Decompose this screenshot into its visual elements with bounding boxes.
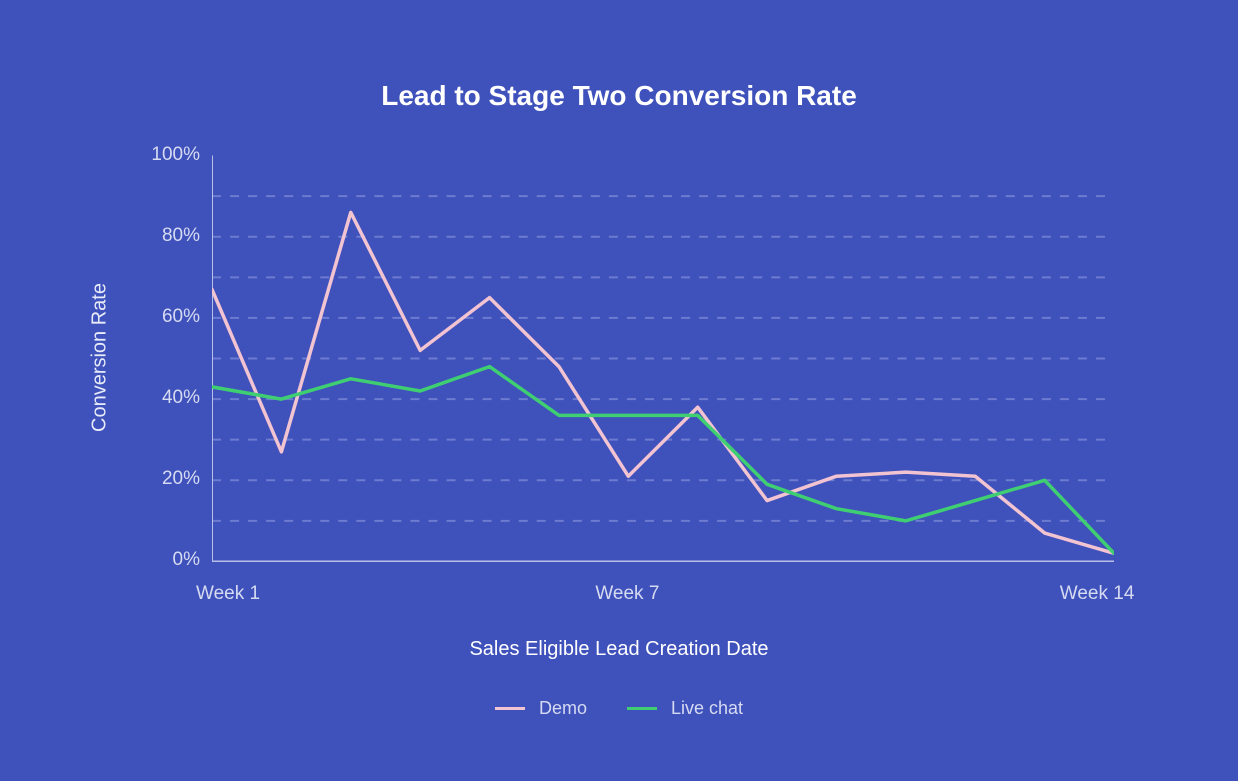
series-line bbox=[212, 367, 1114, 554]
chart-plot-area bbox=[212, 155, 1114, 562]
legend-item: Demo bbox=[495, 698, 587, 719]
legend-label: Live chat bbox=[671, 698, 743, 719]
legend-swatch bbox=[627, 707, 657, 710]
chart-canvas: Lead to Stage Two Conversion Rate Conver… bbox=[0, 0, 1238, 781]
y-tick-label: 0% bbox=[173, 549, 200, 571]
x-axis-label: Sales Eligible Lead Creation Date bbox=[0, 638, 1238, 661]
y-tick-label: 60% bbox=[162, 306, 200, 328]
legend-swatch bbox=[495, 707, 525, 710]
x-tick-label: Week 14 bbox=[1060, 583, 1135, 605]
y-tick-label: 40% bbox=[162, 387, 200, 409]
legend: Demo Live chat bbox=[0, 698, 1238, 719]
y-tick-label: 80% bbox=[162, 225, 200, 247]
chart-title: Lead to Stage Two Conversion Rate bbox=[0, 80, 1238, 112]
x-tick-label: Week 1 bbox=[196, 583, 260, 605]
y-tick-label: 20% bbox=[162, 468, 200, 490]
y-axis-label: Conversion Rate bbox=[89, 258, 112, 458]
x-tick-label: Week 7 bbox=[595, 583, 659, 605]
legend-item: Live chat bbox=[627, 698, 743, 719]
series-line bbox=[212, 212, 1114, 553]
y-tick-label: 100% bbox=[151, 144, 200, 166]
legend-label: Demo bbox=[539, 698, 587, 719]
